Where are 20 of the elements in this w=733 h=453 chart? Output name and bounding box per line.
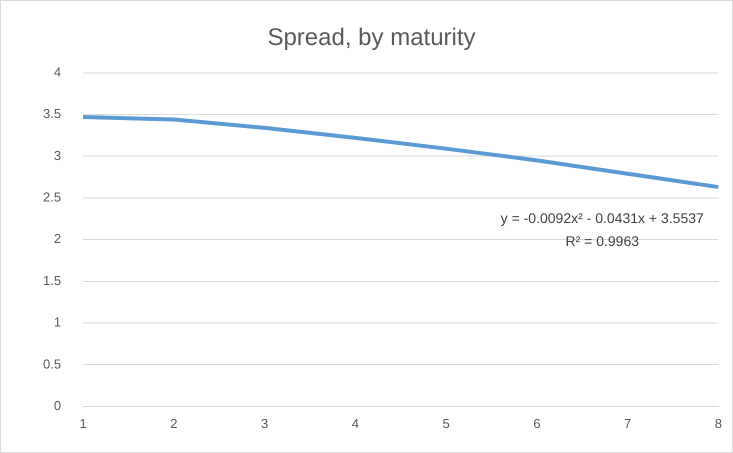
annotation: y = -0.0092x² - 0.0431x + 3.5537 bbox=[500, 210, 704, 226]
x-tick-label: 5 bbox=[442, 416, 450, 431]
y-tick-label: 0.5 bbox=[42, 356, 62, 372]
y-tick-label: 1 bbox=[54, 314, 62, 330]
y-tick-label: 1.5 bbox=[42, 272, 62, 288]
x-tick-label: 1 bbox=[79, 416, 87, 431]
x-tick-label: 2 bbox=[170, 416, 178, 431]
annotation: R² = 0.9963 bbox=[565, 232, 640, 249]
x-tick-label: 7 bbox=[624, 416, 632, 431]
y-tick-label: 2.5 bbox=[42, 189, 62, 204]
x-tick-label: 4 bbox=[352, 416, 359, 431]
y-tick-label: 2 bbox=[54, 231, 62, 246]
chart-title: Spread, by maturity bbox=[267, 24, 476, 52]
y-tick-label: 0 bbox=[54, 398, 62, 413]
x-tick-label: 8 bbox=[714, 416, 722, 431]
y-tick-label: 3.5 bbox=[42, 106, 62, 122]
y-tick-label: 4 bbox=[54, 64, 62, 80]
y-tick-label: 3 bbox=[54, 148, 62, 163]
x-tick-label: 3 bbox=[260, 416, 268, 431]
x-tick-label: 6 bbox=[533, 416, 540, 431]
